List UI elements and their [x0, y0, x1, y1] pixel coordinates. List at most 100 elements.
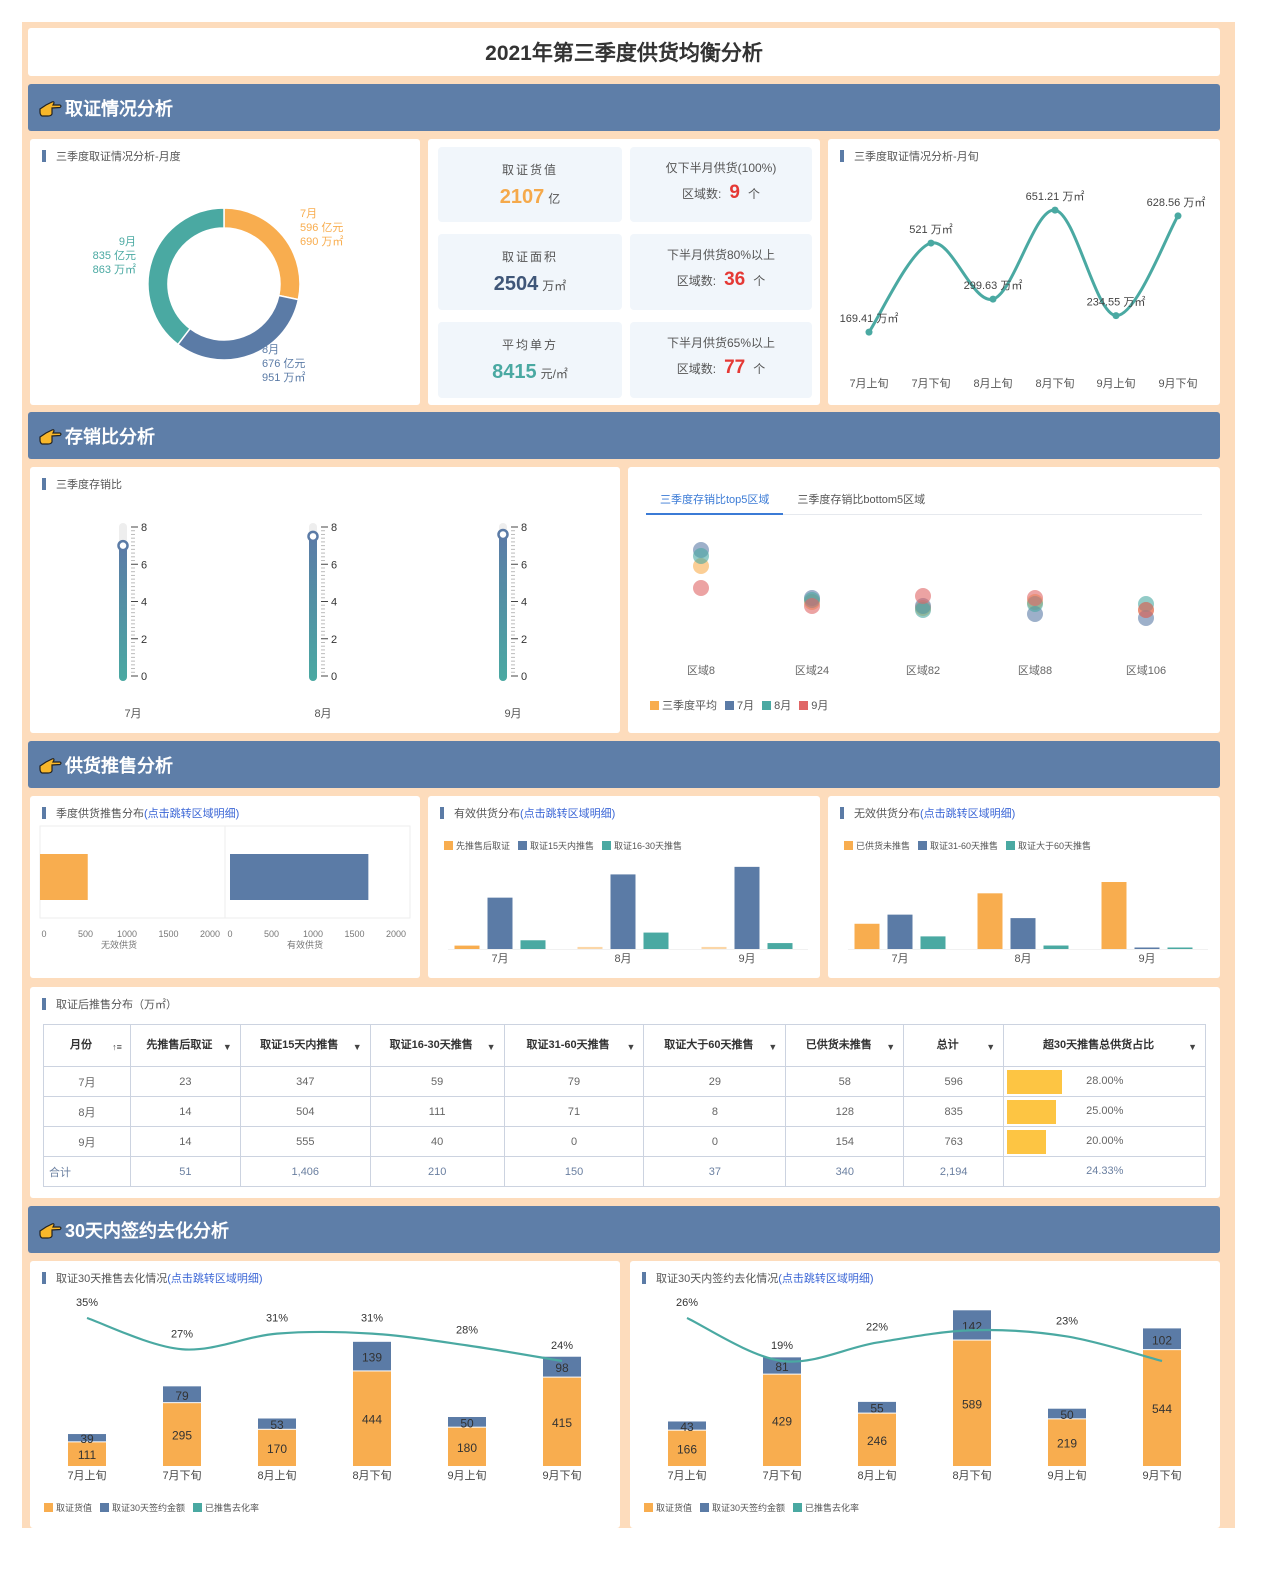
- column-header[interactable]: 超30天推售总供货占比 ▼: [1003, 1024, 1206, 1067]
- legend-item[interactable]: 已供货未推售: [844, 839, 910, 852]
- bar[interactable]: [643, 932, 669, 949]
- stacked-bar[interactable]: [68, 1434, 106, 1442]
- scatter-point[interactable]: [693, 548, 709, 564]
- column-header[interactable]: 取证16-30天推售 ▼: [369, 1024, 505, 1067]
- line-point[interactable]: [927, 239, 935, 247]
- dropdown-icon[interactable]: ▼: [222, 1042, 232, 1052]
- donut-slice[interactable]: [176, 294, 300, 361]
- stacked-bar[interactable]: [258, 1429, 296, 1466]
- stacked-bar[interactable]: [1048, 1408, 1086, 1419]
- dropdown-icon[interactable]: ▼: [986, 1042, 996, 1052]
- hbar[interactable]: [40, 854, 88, 900]
- legend-item[interactable]: 7月: [725, 697, 754, 713]
- bar[interactable]: [701, 946, 727, 949]
- stacked-bar[interactable]: [68, 1442, 106, 1466]
- scatter-point[interactable]: [1138, 602, 1154, 618]
- region-detail-link[interactable]: (点击跳转区域明细): [920, 808, 1016, 820]
- legend-item[interactable]: 取证31-60天推售: [918, 839, 998, 852]
- tab-bottom5[interactable]: 三季度存销比bottom5区域: [797, 494, 926, 506]
- stacked-bar[interactable]: [1048, 1419, 1086, 1466]
- dropdown-icon[interactable]: ▼: [486, 1042, 496, 1052]
- column-header[interactable]: 取证31-60天推售 ▼: [503, 1024, 645, 1067]
- bar[interactable]: [920, 936, 946, 949]
- stacked-bar[interactable]: [448, 1427, 486, 1466]
- bar[interactable]: [610, 874, 636, 949]
- line-point[interactable]: [1051, 206, 1059, 214]
- legend-item[interactable]: 先推售后取证: [444, 839, 510, 852]
- scatter-point[interactable]: [693, 580, 709, 596]
- tab-top5[interactable]: 三季度存销比top5区域: [646, 487, 784, 515]
- dropdown-icon[interactable]: ▼: [626, 1042, 636, 1052]
- stacked-bar[interactable]: [163, 1403, 201, 1466]
- legend-item[interactable]: 已推售去化率: [193, 1501, 259, 1514]
- bar[interactable]: [854, 923, 880, 949]
- legend-item[interactable]: 取证15天内推售: [518, 839, 594, 852]
- stacked-bar[interactable]: [668, 1430, 706, 1466]
- column-header[interactable]: 月份 ↑≡: [43, 1024, 131, 1067]
- bar[interactable]: [977, 893, 1003, 949]
- legend-item[interactable]: 已推售去化率: [793, 1501, 859, 1514]
- column-header[interactable]: 取证大于60天推售 ▼: [643, 1024, 787, 1067]
- bar[interactable]: [1134, 947, 1160, 950]
- dropdown-icon[interactable]: ▼: [352, 1042, 362, 1052]
- bar[interactable]: [1101, 882, 1127, 949]
- dropdown-icon[interactable]: ▼: [1188, 1042, 1197, 1052]
- stacked-bar[interactable]: [353, 1371, 391, 1466]
- stacked-bar[interactable]: [258, 1418, 296, 1429]
- legend-item[interactable]: 取证货值: [44, 1501, 92, 1514]
- legend-item[interactable]: 取证30天签约金额: [700, 1501, 785, 1514]
- legend-item[interactable]: 8月: [762, 697, 791, 713]
- line-point[interactable]: [865, 328, 873, 336]
- stacked-bar[interactable]: [543, 1377, 581, 1466]
- stacked-bar[interactable]: [858, 1413, 896, 1466]
- dropdown-icon[interactable]: ▼: [886, 1042, 896, 1052]
- legend-item[interactable]: 取证货值: [644, 1501, 692, 1514]
- bar[interactable]: [1010, 918, 1036, 949]
- donut-slice[interactable]: [223, 207, 301, 301]
- legend-item[interactable]: 取证大于60天推售: [1006, 839, 1091, 852]
- column-header[interactable]: 总计 ▼: [903, 1024, 1005, 1067]
- bar[interactable]: [1167, 947, 1193, 950]
- column-header[interactable]: 先推售后取证 ▼: [129, 1024, 241, 1067]
- scatter-point[interactable]: [804, 598, 820, 614]
- bar[interactable]: [487, 897, 513, 949]
- legend-item[interactable]: 9月: [799, 697, 828, 713]
- scatter-point[interactable]: [1027, 590, 1043, 606]
- stacked-bar[interactable]: [163, 1386, 201, 1403]
- scatter-point[interactable]: [915, 602, 931, 618]
- bar[interactable]: [577, 946, 603, 949]
- line-point[interactable]: [1112, 312, 1120, 320]
- stacked-bar[interactable]: [668, 1421, 706, 1430]
- region-detail-link[interactable]: (点击跳转区域明细): [520, 808, 616, 820]
- stacked-bar[interactable]: [543, 1356, 581, 1377]
- stacked-bar[interactable]: [1143, 1350, 1181, 1466]
- dropdown-icon[interactable]: ▼: [768, 1042, 778, 1052]
- bar[interactable]: [1043, 945, 1069, 949]
- bar[interactable]: [734, 866, 760, 949]
- region-detail-link[interactable]: (点击跳转区域明细): [167, 1273, 263, 1285]
- stacked-bar[interactable]: [353, 1341, 391, 1371]
- stacked-bar[interactable]: [763, 1374, 801, 1466]
- bar[interactable]: [887, 914, 913, 949]
- stacked-bar[interactable]: [953, 1310, 991, 1340]
- sort-icon[interactable]: ↑≡: [112, 1042, 122, 1052]
- legend-item[interactable]: 三季度平均: [650, 697, 717, 713]
- bar[interactable]: [454, 945, 480, 949]
- donut-slice[interactable]: [147, 207, 225, 346]
- stacked-bar[interactable]: [858, 1401, 896, 1413]
- stacked-bar[interactable]: [448, 1417, 486, 1427]
- stacked-bar[interactable]: [1143, 1328, 1181, 1350]
- line-point[interactable]: [1174, 212, 1182, 220]
- scatter-point[interactable]: [915, 588, 931, 604]
- bar[interactable]: [767, 943, 793, 949]
- line-point[interactable]: [989, 295, 997, 303]
- stacked-bar[interactable]: [953, 1340, 991, 1466]
- legend-item[interactable]: 取证16-30天推售: [602, 839, 682, 852]
- bar[interactable]: [520, 940, 546, 949]
- column-header[interactable]: 取证15天内推售 ▼: [239, 1024, 371, 1067]
- legend-item[interactable]: 取证30天签约金额: [100, 1501, 185, 1514]
- region-detail-link[interactable]: (点击跳转区域明细): [778, 1273, 874, 1285]
- column-header[interactable]: 已供货未推售 ▼: [785, 1024, 905, 1067]
- hbar[interactable]: [230, 854, 369, 900]
- region-detail-link[interactable]: (点击跳转区域明细): [144, 808, 240, 820]
